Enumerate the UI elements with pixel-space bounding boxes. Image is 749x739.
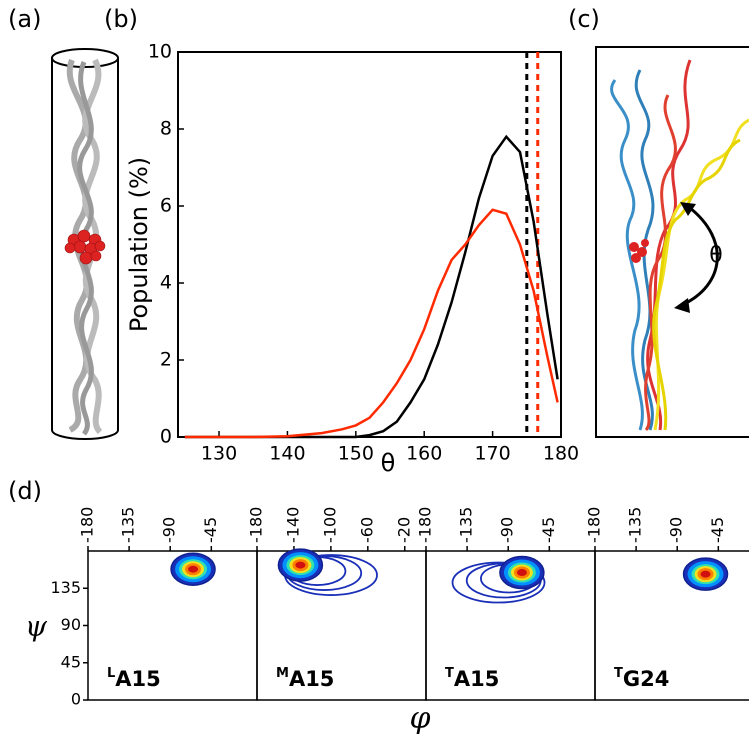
x-tick-label: -180 — [585, 507, 604, 543]
subplot-label: MA15 — [276, 666, 334, 692]
y-tick-label: 135 — [50, 578, 81, 597]
contour-line — [451, 561, 546, 604]
x-tick-label: -180 — [416, 507, 435, 543]
y-tick-label: 90 — [61, 615, 81, 634]
contour-level — [516, 569, 527, 577]
x-tick-label: 180 — [543, 443, 579, 465]
subplot-frame — [594, 550, 749, 701]
contour-peak — [170, 552, 216, 586]
x-tick-label: 130 — [201, 443, 237, 465]
panel-label: (a) — [8, 5, 41, 33]
label-text: A15 — [454, 667, 499, 691]
x-tick-label: 160 — [406, 443, 442, 465]
x-tick-label: 150 — [338, 443, 374, 465]
label-superscript: T — [445, 666, 454, 681]
angle-label: θ — [709, 243, 722, 268]
contour-level — [295, 561, 306, 569]
x-tick-label: 170 — [474, 443, 510, 465]
x-tick-label: -45 — [708, 517, 727, 543]
subplot-label: TA15 — [445, 666, 499, 692]
y-tick-label: 0 — [71, 690, 81, 709]
strand-illustration: θ — [595, 46, 749, 438]
x-tick-label: -45 — [539, 517, 558, 543]
y-tick-label: 0 — [160, 426, 172, 448]
cylinder-illustration — [51, 48, 119, 440]
contour-peak — [682, 557, 729, 591]
x-tick-label: -20 — [394, 517, 413, 543]
plot-frame — [177, 51, 562, 438]
label-text: A15 — [115, 667, 160, 691]
data-line — [184, 208, 559, 439]
label-superscript: M — [276, 666, 289, 681]
x-axis-label: φ — [409, 701, 430, 736]
x-tick-label: 140 — [269, 443, 305, 465]
x-tick-label: -135 — [119, 507, 138, 543]
panel-label: (b) — [104, 5, 138, 33]
subplot-label: LA15 — [107, 666, 161, 692]
y-tick-label: 4 — [160, 272, 172, 294]
x-tick-label: -140 — [283, 507, 302, 543]
x-tick-label: -100 — [320, 507, 339, 543]
x-tick-label: -180 — [247, 507, 266, 543]
contour-peak — [277, 548, 378, 596]
y-tick-label: 6 — [160, 195, 172, 217]
contour-level — [188, 565, 199, 573]
y-axis-label: ψ — [25, 610, 48, 643]
x-tick-label: -90 — [160, 517, 179, 543]
label-text: A15 — [289, 667, 334, 691]
label-superscript: T — [614, 666, 623, 681]
contour-level — [700, 570, 711, 578]
x-tick-label: -45 — [201, 517, 220, 543]
x-tick-label: -60 — [357, 517, 376, 543]
y-tick-label: 2 — [160, 349, 172, 371]
y-tick-label: 10 — [148, 41, 172, 63]
y-tick-label: 45 — [61, 652, 81, 671]
label-superscript: L — [107, 666, 115, 681]
y-tick-label: 8 — [160, 118, 172, 140]
x-tick-label: -180 — [78, 507, 97, 543]
x-tick-label: -135 — [626, 507, 645, 543]
x-tick-label: -90 — [498, 517, 517, 543]
x-tick-label: -135 — [457, 507, 476, 543]
subplot-label: TG24 — [614, 666, 669, 692]
data-line — [184, 134, 559, 439]
panel-label: (d) — [8, 477, 42, 505]
x-tick-label: -90 — [667, 517, 686, 543]
panel-label: (c) — [568, 5, 600, 33]
y-axis-label: Population (%) — [125, 157, 153, 332]
contour-peak — [451, 555, 546, 604]
x-axis-label: θ — [381, 449, 396, 477]
label-text: G24 — [623, 667, 669, 691]
